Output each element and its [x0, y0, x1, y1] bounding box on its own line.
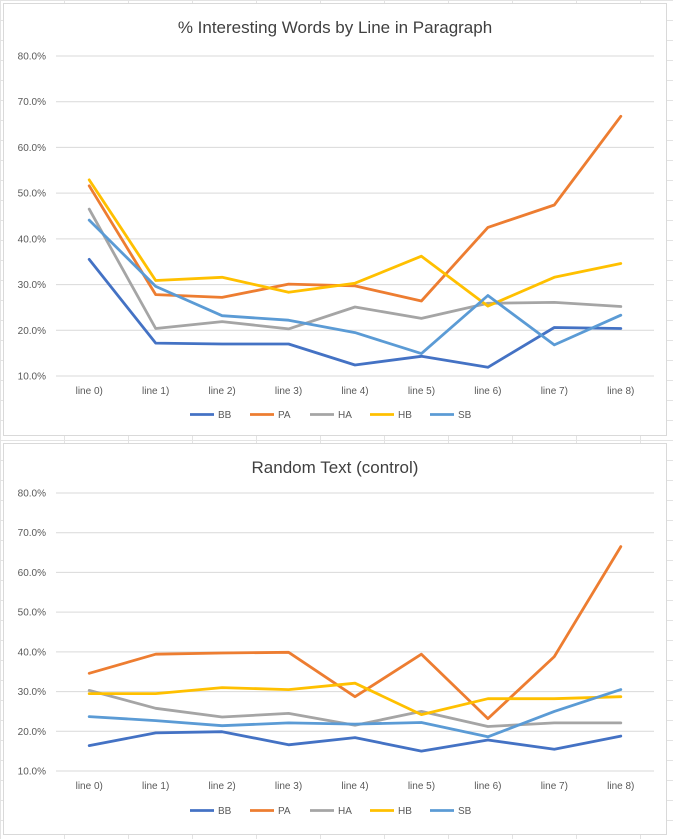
chart1-y-tick-label: 20.0%	[18, 326, 46, 337]
chart1-y-tick-label: 50.0%	[18, 189, 46, 200]
chart1-series-ha-line[interactable]	[87, 207, 623, 331]
chart2-series-bb-line[interactable]	[87, 730, 623, 753]
chart1-title: % Interesting Words by Line in Paragraph	[178, 18, 492, 37]
chart2-x-tick-label: line 3)	[275, 781, 302, 792]
chart1-legend-label-hb: HB	[398, 410, 412, 421]
chart2-legend-label-sb: SB	[458, 806, 472, 817]
chart2-y-tick-label: 10.0%	[18, 767, 46, 778]
chart1-y-tick-label: 60.0%	[18, 143, 46, 154]
chart2-series-sb-line[interactable]	[87, 688, 623, 739]
chart-interesting-words[interactable]: % Interesting Words by Line in Paragraph…	[3, 3, 667, 436]
chart2-legend-label-ha: HA	[338, 806, 352, 817]
chart1-series-pa-line[interactable]	[87, 114, 623, 303]
chart1-legend-label-bb: BB	[218, 410, 232, 421]
chart2-series-hb-line[interactable]	[87, 681, 623, 717]
chart2-title: Random Text (control)	[252, 458, 419, 477]
chart1-x-tick-label: line 5)	[408, 386, 435, 397]
chart1-x-tick-label: line 4)	[341, 386, 368, 397]
chart2-y-tick-label: 60.0%	[18, 568, 46, 579]
chart1-x-tick-label: line 3)	[275, 386, 302, 397]
chart2-y-tick-label: 30.0%	[18, 687, 46, 698]
chart1-legend-label-pa: PA	[278, 410, 291, 421]
chart1-y-tick-label: 10.0%	[18, 372, 46, 383]
chart2-legend-label-pa: PA	[278, 806, 291, 817]
chart1-x-tick-label: line 2)	[208, 386, 235, 397]
chart2-y-tick-label: 80.0%	[18, 489, 46, 500]
chart1-x-tick-label: line 6)	[474, 386, 501, 397]
chart2-x-tick-label: line 6)	[474, 781, 501, 792]
chart2-legend-label-bb: BB	[218, 806, 232, 817]
chart1-y-tick-label: 80.0%	[18, 52, 46, 63]
chart1-legend-label-sb: SB	[458, 410, 472, 421]
chart1-y-tick-label: 30.0%	[18, 280, 46, 291]
chart2-x-tick-label: line 8)	[607, 781, 634, 792]
chart-random-text-plot: Random Text (control) 10.0% 20.0% 30.0% 40.0…	[18, 458, 654, 817]
chart1-x-tick-label: line 7)	[541, 386, 568, 397]
chart1-x-tick-label: line 1)	[142, 386, 169, 397]
chart1-legend-label-ha: HA	[338, 410, 352, 421]
chart1-y-tick-label: 40.0%	[18, 234, 46, 245]
chart1-series-hb-line[interactable]	[87, 178, 623, 308]
chart2-y-tick-label: 40.0%	[18, 647, 46, 658]
chart2-series-pa-line[interactable]	[87, 545, 623, 721]
chart2-y-tick-label: 20.0%	[18, 727, 46, 738]
chart2-x-tick-label: line 2)	[208, 781, 235, 792]
chart1-y-tick-label: 70.0%	[18, 97, 46, 108]
chart1-x-tick-label: line 0)	[76, 386, 103, 397]
chart-random-text-control[interactable]: Random Text (control) 10.0% 20.0% 30.0% 40.0…	[3, 443, 667, 835]
chart-interesting-words-plot: % Interesting Words by Line in Paragraph…	[18, 18, 654, 421]
chart1-series-sb-line[interactable]	[87, 218, 623, 356]
chart1-series-bb-line[interactable]	[87, 257, 623, 369]
chart1-x-tick-label: line 8)	[607, 386, 634, 397]
chart2-x-tick-label: line 0)	[76, 781, 103, 792]
chart2-x-tick-label: line 1)	[142, 781, 169, 792]
chart2-x-tick-label: line 7)	[541, 781, 568, 792]
chart2-y-tick-label: 50.0%	[18, 608, 46, 619]
chart2-y-tick-label: 70.0%	[18, 528, 46, 539]
chart2-x-tick-label: line 5)	[408, 781, 435, 792]
chart2-x-tick-label: line 4)	[341, 781, 368, 792]
chart2-legend-label-hb: HB	[398, 806, 412, 817]
